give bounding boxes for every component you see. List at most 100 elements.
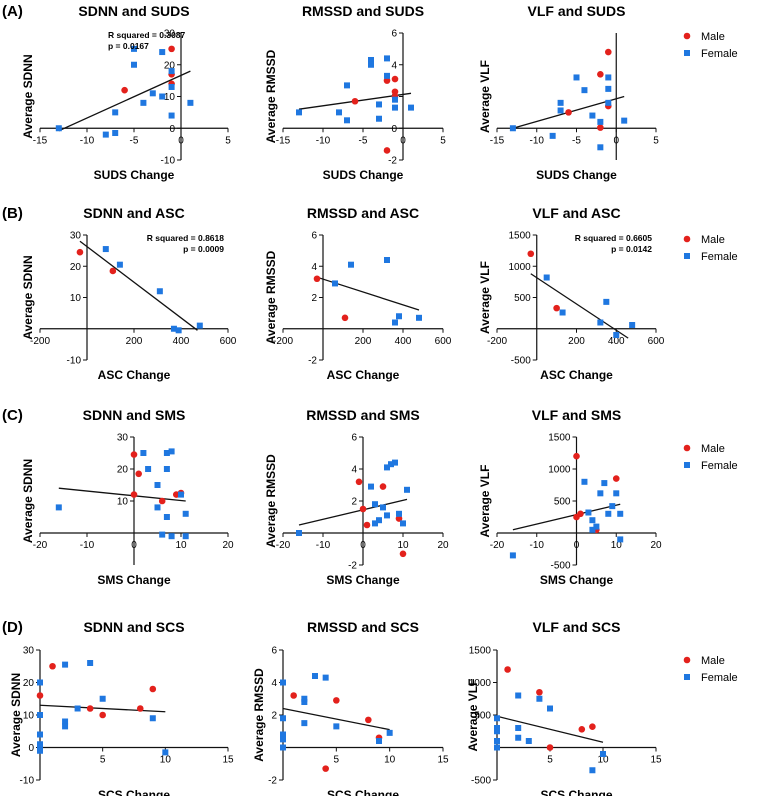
point-male xyxy=(351,97,359,105)
x-tick-label: 0 xyxy=(613,135,619,146)
point-female xyxy=(386,729,393,736)
x-tick-label: 5 xyxy=(225,135,231,146)
point-female xyxy=(178,491,184,498)
y-tick-label: 6 xyxy=(271,646,277,657)
legend-1: Male Female xyxy=(683,234,738,263)
x-tick-label: 600 xyxy=(435,336,452,347)
stat-p-value: p = 0.0009 xyxy=(183,244,224,254)
x-tick-label: -5 xyxy=(359,135,368,146)
x-tick-label: -10 xyxy=(80,135,95,146)
point-male xyxy=(577,510,584,518)
point-female xyxy=(617,536,624,543)
point-female xyxy=(384,464,390,471)
point-female xyxy=(494,725,500,731)
x-axis-label: ASC Change xyxy=(327,368,400,382)
point-female xyxy=(372,501,378,508)
point-female xyxy=(162,749,169,756)
y-tick-label: 6 xyxy=(391,29,397,40)
point-female xyxy=(557,99,564,106)
x-tick-label: -10 xyxy=(530,135,545,146)
y-tick-label: 1000 xyxy=(509,262,532,273)
point-female xyxy=(384,512,390,519)
point-female xyxy=(280,715,286,722)
x-tick-label: 5 xyxy=(334,755,340,766)
y-axis-label: Average VLF xyxy=(466,679,480,752)
point-female xyxy=(613,332,620,338)
point-female xyxy=(494,715,500,722)
point-female xyxy=(597,490,604,497)
legend-male-marker xyxy=(683,32,691,40)
point-female xyxy=(525,738,532,744)
point-female xyxy=(368,483,374,490)
x-tick-label: 5 xyxy=(100,755,106,766)
y-tick-label: -2 xyxy=(308,356,317,367)
chart-11: VLF and SCS 5 10 15 -500 500 1000 1500 SCS Chang… xyxy=(466,619,662,796)
x-axis-label: SCS Change xyxy=(327,788,399,796)
x-tick-label: 0 xyxy=(131,540,137,551)
regression-line xyxy=(39,704,166,713)
point-female xyxy=(368,56,374,63)
y-tick-label: -2 xyxy=(348,561,357,572)
point-female xyxy=(159,49,166,56)
x-axis-label: SMS Change xyxy=(540,573,614,587)
y-tick-label: 6 xyxy=(311,231,317,242)
y-axis-label: Average VLF xyxy=(478,60,492,133)
point-female xyxy=(613,490,620,497)
chart-title: SDNN and SCS xyxy=(83,619,184,635)
y-axis-label: Average RMSSD xyxy=(264,49,278,143)
point-male xyxy=(553,304,560,312)
point-male xyxy=(597,70,604,78)
point-male xyxy=(363,521,371,529)
x-tick-label: -20 xyxy=(276,540,291,551)
legend-female-label: Female xyxy=(701,251,738,263)
point-female xyxy=(581,478,588,485)
x-tick-label: 15 xyxy=(437,755,449,766)
point-female xyxy=(149,715,156,722)
point-female xyxy=(605,510,612,517)
point-female xyxy=(597,144,604,151)
point-male xyxy=(589,723,596,730)
x-tick-label: 20 xyxy=(437,540,449,551)
point-female xyxy=(332,280,338,287)
point-female xyxy=(344,117,350,124)
point-female xyxy=(182,510,189,517)
point-female xyxy=(170,325,177,332)
x-tick-label: -10 xyxy=(316,135,331,146)
x-tick-label: 10 xyxy=(597,755,609,766)
point-female xyxy=(168,448,175,455)
chart-9: SDNN and SCS 5 10 15 -10 0 10 20 30 SCS Change Ave… xyxy=(9,619,234,796)
regression-line xyxy=(512,503,621,531)
y-tick-label: 0 xyxy=(391,124,397,135)
point-female xyxy=(589,767,596,774)
point-female xyxy=(140,450,147,456)
y-tick-label: 20 xyxy=(23,678,35,689)
point-female xyxy=(336,109,342,116)
chart-title: RMSSD and ASC xyxy=(307,205,419,221)
point-female xyxy=(396,313,402,320)
point-male xyxy=(612,475,620,482)
regression-line xyxy=(530,273,629,339)
y-tick-label: 4 xyxy=(351,465,357,476)
y-tick-label: 0 xyxy=(169,124,175,135)
point-male xyxy=(395,515,403,522)
point-female xyxy=(37,744,43,751)
x-tick-label: 600 xyxy=(648,336,665,347)
point-female xyxy=(156,288,163,295)
y-tick-label: 0 xyxy=(28,743,34,754)
point-female xyxy=(392,459,398,466)
y-tick-label: -10 xyxy=(20,776,35,787)
point-female xyxy=(404,486,410,493)
panel-label-c: (C) xyxy=(2,407,23,424)
point-female xyxy=(581,87,588,94)
point-male xyxy=(130,491,138,498)
point-female xyxy=(585,509,592,516)
point-female xyxy=(515,725,522,731)
point-male xyxy=(341,314,349,322)
point-female xyxy=(384,55,390,62)
point-female xyxy=(543,274,550,281)
y-tick-label: 1000 xyxy=(469,678,492,689)
x-tick-label: -20 xyxy=(490,540,505,551)
x-tick-label: 15 xyxy=(650,755,662,766)
point-male xyxy=(49,662,56,670)
